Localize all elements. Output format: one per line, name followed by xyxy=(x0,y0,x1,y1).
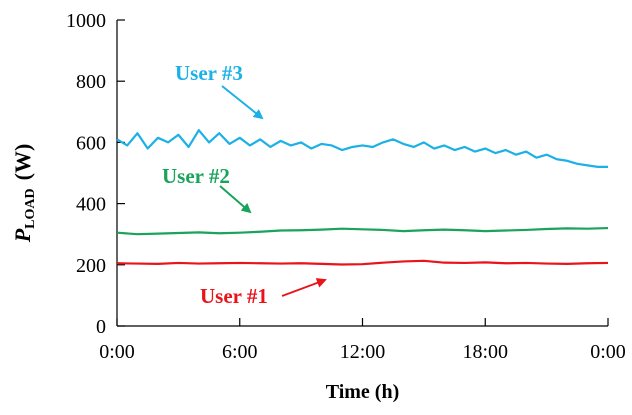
series-label-user-2: User #2 xyxy=(162,164,230,188)
series-annotations: User #3 User #2 User #1 xyxy=(162,61,327,308)
x-tick-label: 18:00 xyxy=(462,341,508,363)
x-ticks: 0:00 6:00 12:00 18:00 0:00 xyxy=(99,318,626,363)
y-tick-label: 400 xyxy=(76,194,106,216)
series-label-user-1: User #1 xyxy=(200,284,268,308)
x-axis-title: Time (h) xyxy=(326,381,400,403)
series-lines xyxy=(116,129,609,266)
x-tick-label: 0:00 xyxy=(590,341,626,363)
y-axis-title-subscript: LOAD xyxy=(23,188,38,228)
series-line-user-1 xyxy=(116,259,609,266)
y-axis-title-unit: (W) xyxy=(10,144,35,181)
x-tick-label: 6:00 xyxy=(222,341,258,363)
x-tick-label: 12:00 xyxy=(340,341,386,363)
series-line-user-2 xyxy=(116,226,609,236)
y-tick-label: 0 xyxy=(96,316,106,338)
series-arrow-user-3 xyxy=(221,85,264,120)
y-tick-label: 1000 xyxy=(66,10,106,32)
y-tick-label: 200 xyxy=(76,255,106,277)
series-arrow-user-2 xyxy=(219,185,252,214)
series-label-user-3: User #3 xyxy=(175,61,243,85)
series-arrow-user-1 xyxy=(281,278,327,297)
y-axis-title: PLOAD (W) xyxy=(10,144,38,244)
y-axis-title-main: P xyxy=(10,228,35,243)
y-tick-label: 600 xyxy=(76,132,106,154)
series-line-user-3 xyxy=(116,129,608,168)
x-tick-label: 0:00 xyxy=(99,341,135,363)
y-ticks: 0 200 400 600 800 1000 xyxy=(66,10,125,338)
y-tick-label: 800 xyxy=(76,71,106,93)
